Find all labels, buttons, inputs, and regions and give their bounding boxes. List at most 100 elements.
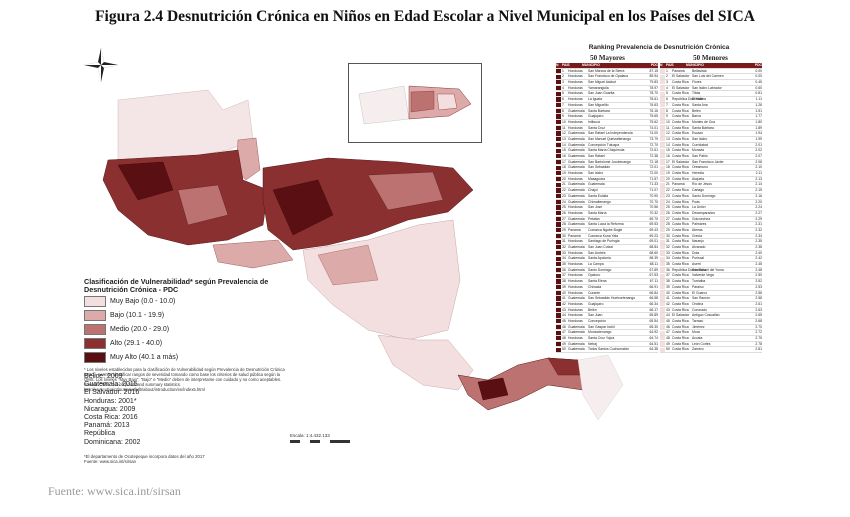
table-cell: 66.84 <box>649 290 659 295</box>
class-swatch <box>660 97 665 102</box>
table-cell: 18 <box>666 165 670 170</box>
table-cell: 29 <box>562 227 566 232</box>
table-cell: 19 <box>562 171 566 176</box>
class-swatch <box>660 80 665 85</box>
table-cell: 69.01 <box>649 239 659 244</box>
class-swatch <box>660 330 665 335</box>
table-cell: Costa Rica <box>672 256 689 261</box>
table-cell: Panamá <box>568 227 581 232</box>
table-row: 48 Costa Rica Acosta 2.75 <box>660 336 762 342</box>
table-cell: San Isidro <box>588 171 604 176</box>
bottom-note: *El departamento de Ocotepeque incorpora… <box>84 454 205 464</box>
table-cell: 24 <box>562 199 566 204</box>
compass-rose-icon <box>84 48 118 87</box>
table-cell: 49 <box>666 341 670 346</box>
table-row: 13 Costa Rica San Isidro 1.99 <box>660 137 762 143</box>
table-cell: Guatemala <box>568 165 585 170</box>
table-row: 35 Costa Rica Aserrí 2.45 <box>660 262 762 268</box>
class-swatch <box>556 216 561 221</box>
table-cell: 66.91 <box>649 284 659 289</box>
class-swatch <box>660 199 665 204</box>
table-cell: 69.70 <box>649 216 659 221</box>
class-swatch <box>556 211 561 216</box>
class-swatch <box>660 142 665 147</box>
table-cell: 74.00 <box>649 131 659 136</box>
legend-item: Muy Alto (40.1 a más) <box>84 351 299 364</box>
table-cell: Atenas <box>692 227 703 232</box>
table-cell: 2.11 <box>755 171 762 176</box>
table-row: 22 Guatemala Chajul 71.07 <box>556 188 658 194</box>
legend-swatch <box>84 310 106 321</box>
table-row: 47 Guatemala Momostenango 64.92 <box>556 330 658 336</box>
table-cell: 2 <box>666 74 668 79</box>
table-cell: 34 <box>666 256 670 261</box>
survey-year-item: Guatemala: 2015 <box>84 381 138 389</box>
table-cell: San Rafael del Yuma <box>692 267 724 272</box>
table-cell: 2 <box>562 74 564 79</box>
class-swatch <box>556 97 561 102</box>
class-swatch <box>660 205 665 210</box>
table-cell: Chajul <box>588 188 598 193</box>
table-cell: Honduras <box>568 336 583 340</box>
legend-item: Muy Bajo (0.0 - 10.0) <box>84 295 299 308</box>
legend-notes: * Los niveles establecidos para la clasi… <box>84 367 285 392</box>
table-cell: Todos Santos Cuchumatán <box>588 347 629 352</box>
legend-item: Alto (29.1 - 40.0) <box>84 337 299 350</box>
table-cell: Guatemala <box>568 267 585 272</box>
table-cell: 2.58 <box>755 296 762 301</box>
table-cell: 66.58 <box>649 296 659 301</box>
table-cell: San Juan Cotzal <box>588 245 613 249</box>
table-cell: Costa Rica <box>672 279 689 284</box>
table-cell: 64.51 <box>649 341 659 346</box>
table-row: 38 Costa Rica Turrialba 2.52 <box>660 279 762 285</box>
table-cell: Costa Rica <box>672 318 689 323</box>
table-cell: Guatemala <box>568 148 585 153</box>
table-cell: 13 <box>666 136 670 141</box>
table-cell: 46 <box>666 324 670 329</box>
table-cell: 71.07 <box>649 188 659 193</box>
table-cell: Opatoro <box>588 273 601 278</box>
table-cell: 20 <box>562 176 566 181</box>
table-cell: Honduras <box>568 85 583 90</box>
table-cell: Mora <box>692 330 700 335</box>
table-row: 18 Costa Rica Oreamuno 2.10 <box>660 165 762 172</box>
class-swatch <box>556 171 561 176</box>
table-row: 28 Costa Rica Palmares 2.31 <box>660 222 762 228</box>
column-header: MUNICIPIO <box>686 63 704 67</box>
table-row: 14 Costa Rica Curridabat 2.01 <box>660 143 762 149</box>
class-swatch <box>660 256 665 261</box>
table-cell: 2.52 <box>755 279 762 284</box>
table-row: 8 Guatemala Santa Bárbara 76.16 <box>556 109 658 115</box>
table-cell: Desamparados <box>692 210 715 215</box>
table-cell: 67.11 <box>649 279 658 284</box>
table-cell: 34 <box>562 256 566 261</box>
table-cell: Santa Bárbara <box>588 108 610 113</box>
class-swatch <box>556 285 561 290</box>
table-cell: 66.34 <box>649 301 659 306</box>
class-swatch <box>660 324 665 329</box>
table-cell: Palmares <box>692 222 707 227</box>
table-cell: Costa Rica <box>672 165 689 170</box>
table-row: 40 Honduras Curarén 66.84 <box>556 291 658 297</box>
table-cell: 64.38 <box>649 347 659 352</box>
table-cell: Coronado <box>692 307 707 312</box>
table-cell: El Valle <box>692 97 704 102</box>
class-swatch <box>660 279 665 284</box>
table-cell: 32 <box>562 245 566 249</box>
table-cell: 2.48 <box>755 267 762 272</box>
table-cell: 70.32 <box>649 210 659 215</box>
table-cell: Costa Rica <box>672 154 689 158</box>
table-cell: 72.00 <box>649 171 659 176</box>
table-cell: 11 <box>562 125 566 130</box>
table-row: 5 Costa Rica Tibás 0.81 <box>660 91 762 98</box>
legend-label: Bajo (10.1 - 19.9) <box>110 312 165 319</box>
table-row: 22 Costa Rica Cartago 2.15 <box>660 188 762 194</box>
table-cell: Honduras <box>568 273 583 278</box>
table-cell: 13 <box>562 136 566 141</box>
table-row: 1 Honduras San Marcos de la Sierra 87.15 <box>556 69 658 75</box>
table-row: 18 Guatemala San Sebastián 72.01 <box>556 165 658 172</box>
table-cell: República Dominicana <box>672 267 706 272</box>
table-row: 44 El Salvador Antiguo Cuscatlán 2.65 <box>660 313 762 319</box>
table-cell: San Francisco Javier <box>692 159 724 164</box>
table-cell: Guatemala <box>568 347 585 352</box>
